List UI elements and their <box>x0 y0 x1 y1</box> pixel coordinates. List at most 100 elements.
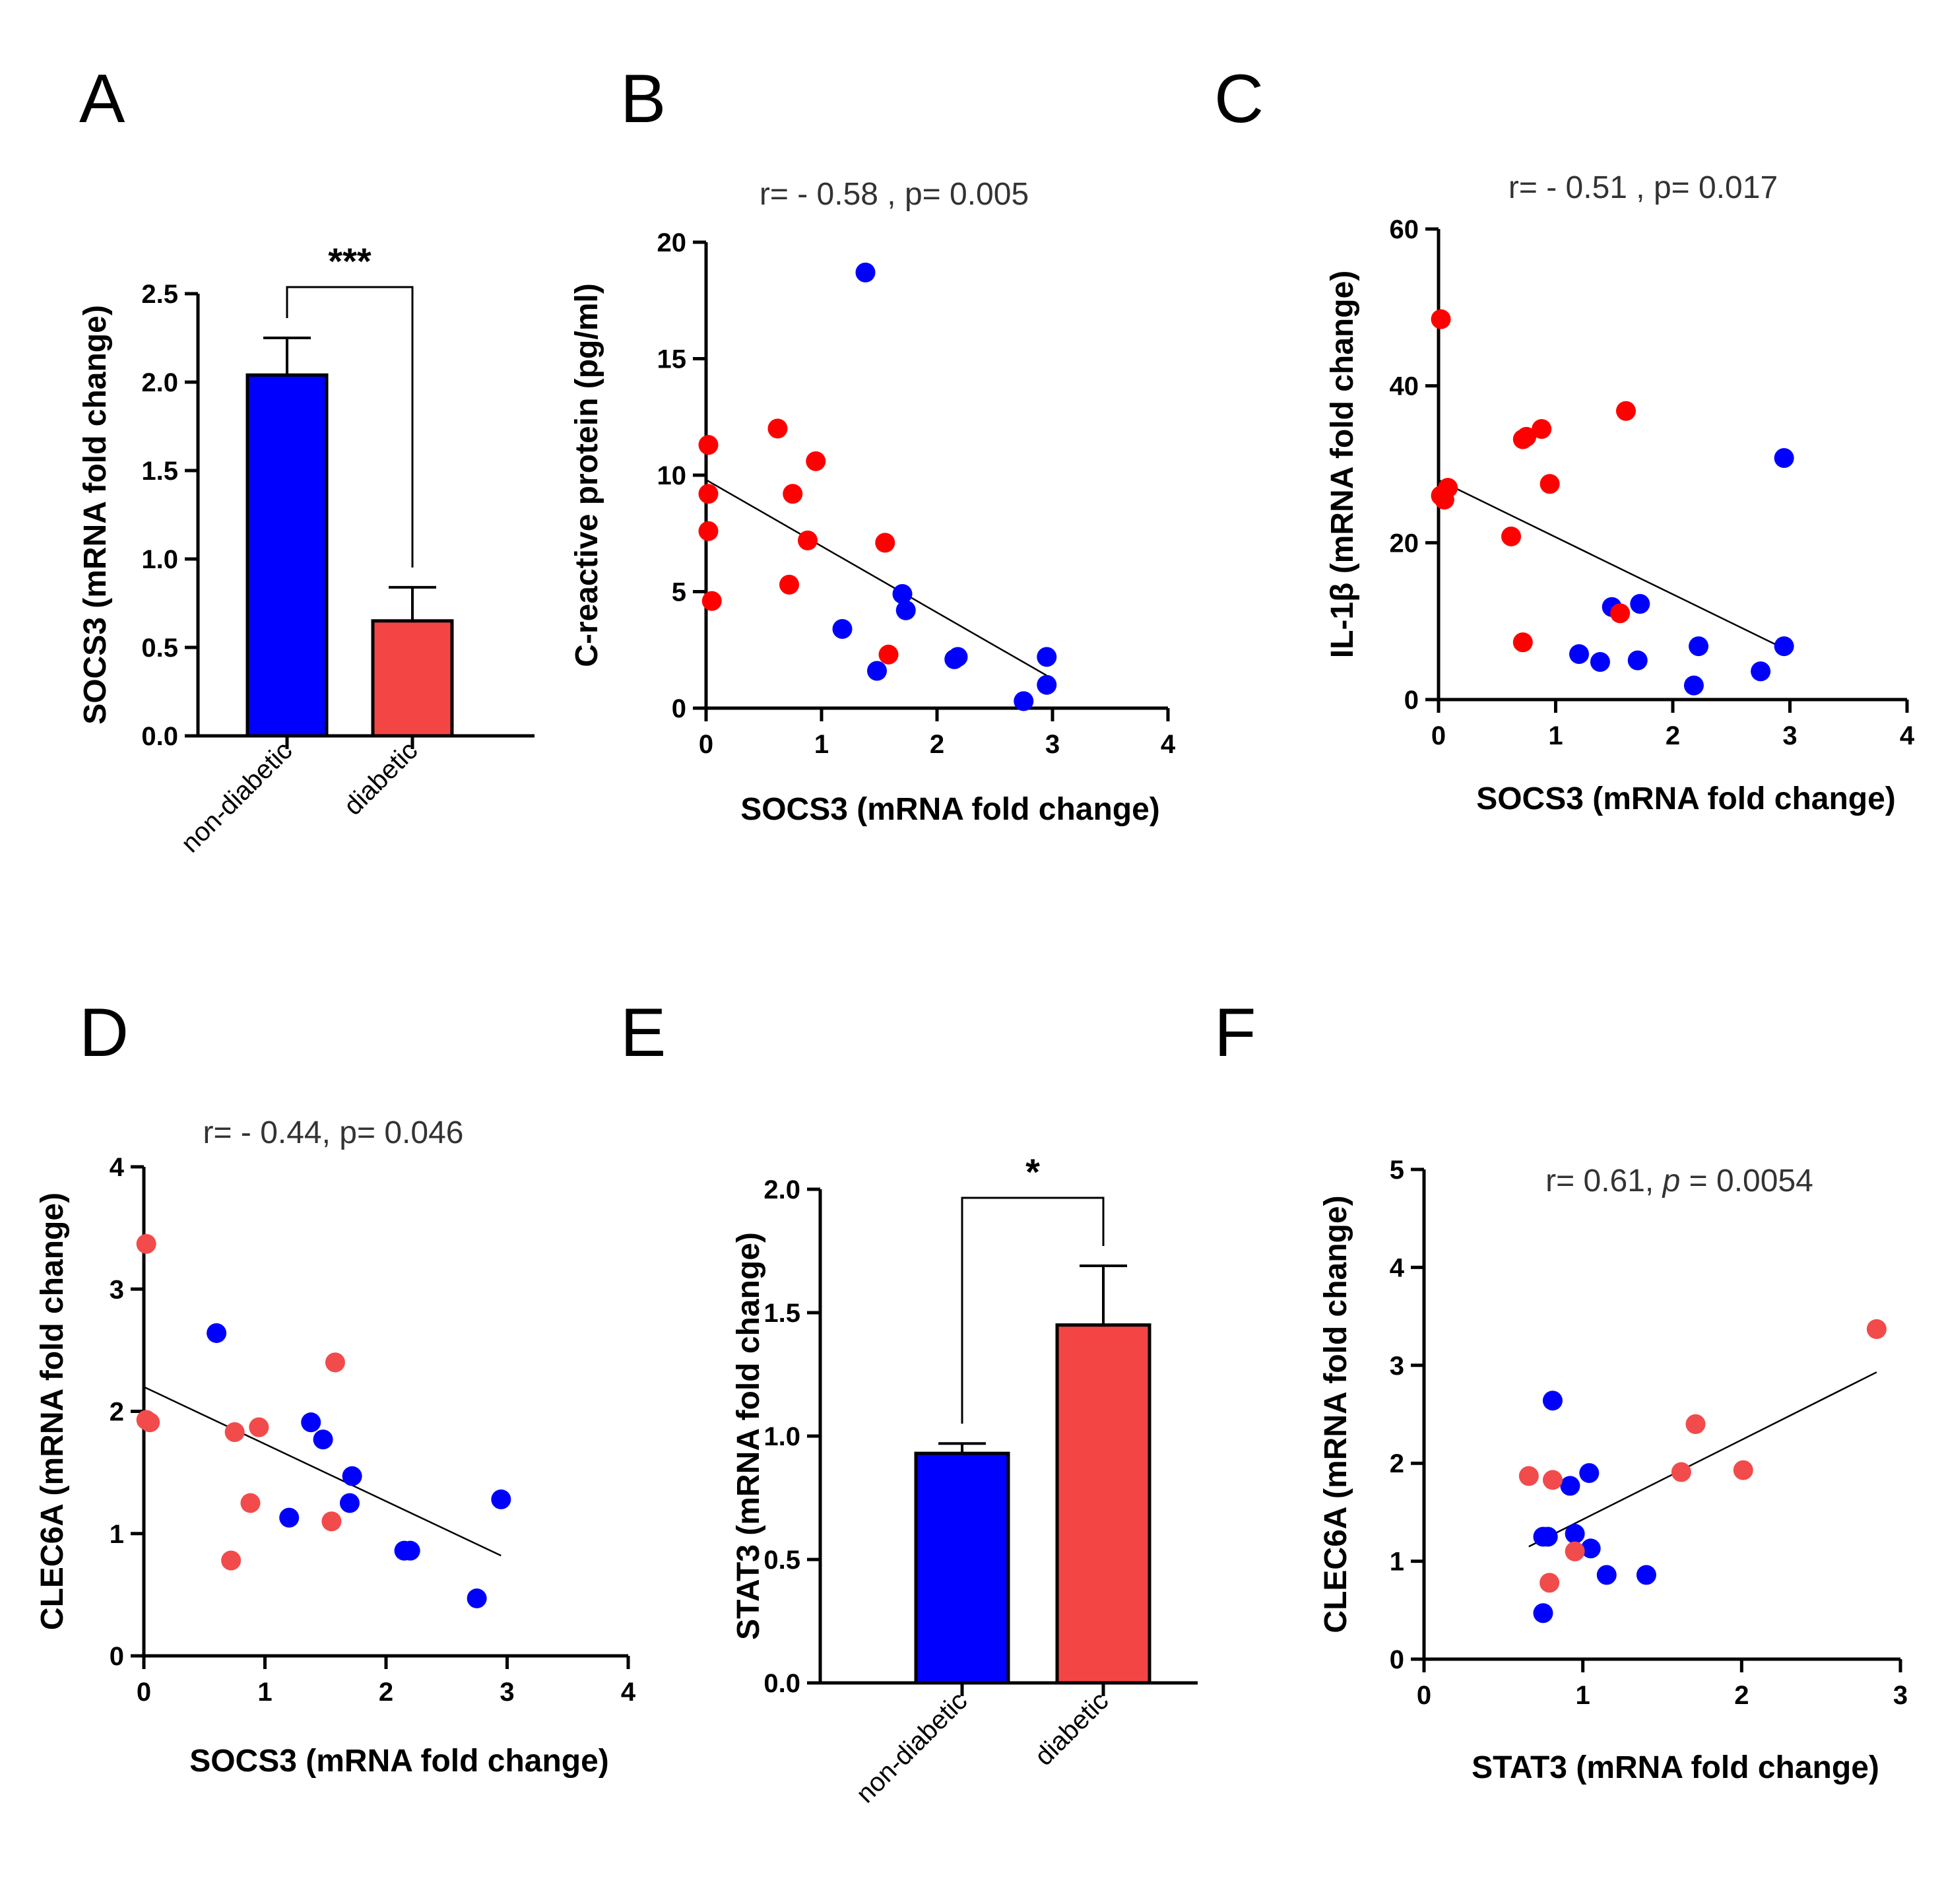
panel-D-point-diabetic <box>321 1511 342 1532</box>
panel-D-point-non-diabetic <box>207 1323 227 1343</box>
panel-F-point-diabetic <box>1565 1541 1585 1561</box>
panel-D-point-non-diabetic <box>339 1493 360 1513</box>
panel-D-x-axis-title: SOCS3 (mRNA fold change) <box>189 1744 609 1779</box>
panel-F-x-tick-label: 3 <box>1893 1681 1908 1710</box>
panel-B-point-non-diabetic <box>1014 691 1034 711</box>
panel-F-stat-p: p <box>1662 1164 1681 1198</box>
panel-C-x-axis-title: SOCS3 (mRNA fold change) <box>1476 781 1896 816</box>
panel-B-point-diabetic <box>783 484 803 504</box>
panel-F-point-non-diabetic <box>1565 1524 1585 1544</box>
panel-D-x-tick-label: 3 <box>500 1678 514 1707</box>
panel-F-point-diabetic <box>1518 1466 1539 1486</box>
panel-C-point-diabetic <box>1431 309 1451 329</box>
panel-C-y-tick-label: 0 <box>1404 686 1419 715</box>
panel-E-y-tick-label: 1.0 <box>763 1422 800 1451</box>
panel-D-point-diabetic <box>249 1417 269 1437</box>
panel-E-y-tick-label: 2.0 <box>763 1175 800 1204</box>
panel-B-point-diabetic <box>878 644 899 665</box>
panel-C: C 0 20 40 60 0 1 2 3 4 SOCS3 (mRNA fold change) IL-… <box>1214 61 1915 816</box>
panel-B-point-non-diabetic <box>948 647 968 667</box>
panel-E-y-tick-label: 0.5 <box>763 1546 800 1575</box>
panel-D-correlation-stat: r= - 0.44, p= 0.046 <box>203 1115 464 1150</box>
panel-C-point-non-diabetic <box>1689 636 1709 657</box>
panel-F-stat-prefix: r= 0.61, <box>1545 1164 1662 1198</box>
panel-A-category-label: diabetic <box>339 736 424 821</box>
panel-B-x-tick-label: 1 <box>814 730 829 759</box>
panel-C-point-non-diabetic <box>1751 661 1771 682</box>
panel-D-point-diabetic <box>140 1412 160 1433</box>
panel-E: E 0.0 0.5 1.0 1.5 2.0 non-diabetic diabetic * STA… <box>620 995 1198 1808</box>
panel-C-x-tick-label: 0 <box>1431 721 1446 750</box>
panel-E-y-axis-title: STAT3 (mRNA fold change) <box>731 1232 766 1640</box>
panel-E-significance-label: * <box>1025 1151 1040 1193</box>
panel-F-point-non-diabetic <box>1560 1476 1580 1496</box>
panel-A-category-label: non-diabetic <box>176 736 298 858</box>
panel-C-x-tick-label: 4 <box>1900 721 1915 750</box>
panel-D-point-diabetic <box>136 1233 156 1254</box>
panel-A-y-tick-label: 0.5 <box>141 634 178 663</box>
panel-D-point-non-diabetic <box>400 1540 420 1561</box>
panel-E-category-label: non-diabetic <box>851 1686 973 1808</box>
panel-C-correlation-stat: r= - 0.51 , p= 0.017 <box>1508 170 1778 205</box>
panel-A-y-tick-label: 1.5 <box>141 457 178 486</box>
panel-F-correlation-stat: r= 0.61, p = 0.0054 <box>1545 1164 1813 1198</box>
panel-F-y-tick-label: 2 <box>1390 1449 1404 1478</box>
panel-D-letter: D <box>79 995 129 1071</box>
panel-F-y-tick-label: 4 <box>1390 1253 1405 1282</box>
panel-C-point-non-diabetic <box>1627 650 1648 671</box>
panel-B-x-tick-label: 4 <box>1161 730 1176 759</box>
panel-A-y-tick-label: 2.5 <box>141 280 178 309</box>
panel-B-point-non-diabetic <box>867 661 887 681</box>
panel-F-point-non-diabetic <box>1636 1565 1656 1585</box>
panel-D-point-diabetic <box>224 1422 245 1442</box>
panel-F-x-axis-title: STAT3 (mRNA fold change) <box>1472 1750 1879 1785</box>
panel-A-bar-non-diabetic <box>245 373 329 738</box>
panel-B-x-tick-label: 0 <box>699 730 713 759</box>
panel-B-x-axis-title: SOCS3 (mRNA fold change) <box>740 792 1160 827</box>
panel-C-y-tick-label: 60 <box>1390 215 1419 244</box>
panel-B-correlation-stat: r= - 0.58 , p= 0.005 <box>760 177 1029 212</box>
panel-B-point-diabetic <box>698 484 719 504</box>
panel-A-y-axis-title: SOCS3 (mRNA fold change) <box>78 305 113 725</box>
panel-D-point-non-diabetic <box>301 1412 321 1433</box>
panel-F-y-tick-label: 5 <box>1390 1156 1404 1185</box>
panel-C-y-tick-label: 40 <box>1390 372 1419 401</box>
panel-B-x-tick-label: 2 <box>930 730 944 759</box>
panel-C-x-tick-label: 1 <box>1548 721 1563 750</box>
panel-B-y-tick-label: 20 <box>657 228 687 257</box>
panel-D-y-tick-label: 3 <box>110 1275 124 1304</box>
panel-C-y-tick-label: 20 <box>1390 529 1419 558</box>
panel-E-bar-non-diabetic <box>914 1451 1010 1685</box>
panel-F-point-diabetic <box>1542 1470 1563 1490</box>
panel-F-point-diabetic <box>1733 1460 1753 1480</box>
panel-D-point-non-diabetic <box>491 1489 511 1509</box>
panel-B-letter: B <box>620 61 666 137</box>
panel-D-point-diabetic <box>325 1352 345 1373</box>
panel-D-point-non-diabetic <box>467 1588 487 1608</box>
panel-A-letter: A <box>79 61 125 137</box>
panel-F-point-diabetic <box>1685 1414 1706 1434</box>
panel-F-y-tick-label: 0 <box>1390 1645 1404 1674</box>
panel-F-point-non-diabetic <box>1580 1538 1601 1559</box>
panel-E-significance-bracket <box>961 1197 1105 1424</box>
panel-B-y-axis-title: C-reactive protein (pg/ml) <box>569 283 604 667</box>
panel-D-x-tick-label: 0 <box>137 1678 151 1707</box>
panel-E-bar-diabetic <box>1055 1323 1151 1685</box>
panel-B-point-diabetic <box>767 418 788 439</box>
panel-F-point-non-diabetic <box>1538 1526 1558 1547</box>
panel-A-significance-bracket <box>286 286 414 568</box>
panel-E-category-label: diabetic <box>1029 1686 1115 1771</box>
panel-B-point-diabetic <box>698 521 719 541</box>
panel-B-regression-line <box>705 478 1047 676</box>
panel-C-x-tick-label: 3 <box>1782 721 1797 750</box>
panel-C-point-diabetic <box>1512 632 1533 653</box>
panel-B-y-tick-label: 0 <box>672 694 686 723</box>
panel-F: F 0 1 2 3 4 5 0 1 2 3 STAT3 (mRNA fold change) CLEC6… <box>1214 995 1908 1785</box>
panel-B: B 0 5 10 15 20 0 1 2 3 4 SOCS3 (mRNA fold change) C-… <box>569 61 1176 827</box>
panel-D-point-diabetic <box>221 1550 242 1571</box>
panel-D-point-non-diabetic <box>279 1507 300 1528</box>
panel-F-stat-suffix: = 0.0054 <box>1680 1164 1813 1198</box>
panel-B-point-non-diabetic <box>1037 674 1057 695</box>
panel-B-point-diabetic <box>875 533 895 553</box>
